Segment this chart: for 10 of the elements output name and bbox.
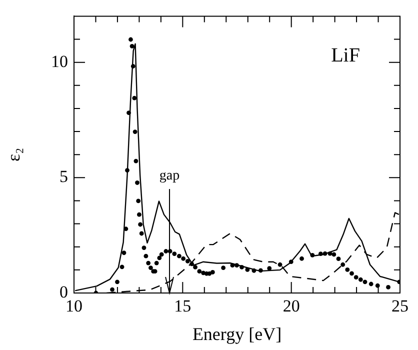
x-axis-title: Energy [eV] <box>192 324 282 344</box>
y-tick-label: 10 <box>51 52 68 71</box>
y-tick-label: 5 <box>60 167 68 186</box>
x-tick-label: 20 <box>282 296 300 316</box>
y-axis-title: ε₂ <box>4 148 24 162</box>
annotation: gap <box>159 168 180 184</box>
annotation: LiF <box>331 44 360 66</box>
y-tick-label: 0 <box>60 282 68 302</box>
x-tick-label: 25 <box>392 296 408 316</box>
x-tick-label: 15 <box>174 296 192 316</box>
